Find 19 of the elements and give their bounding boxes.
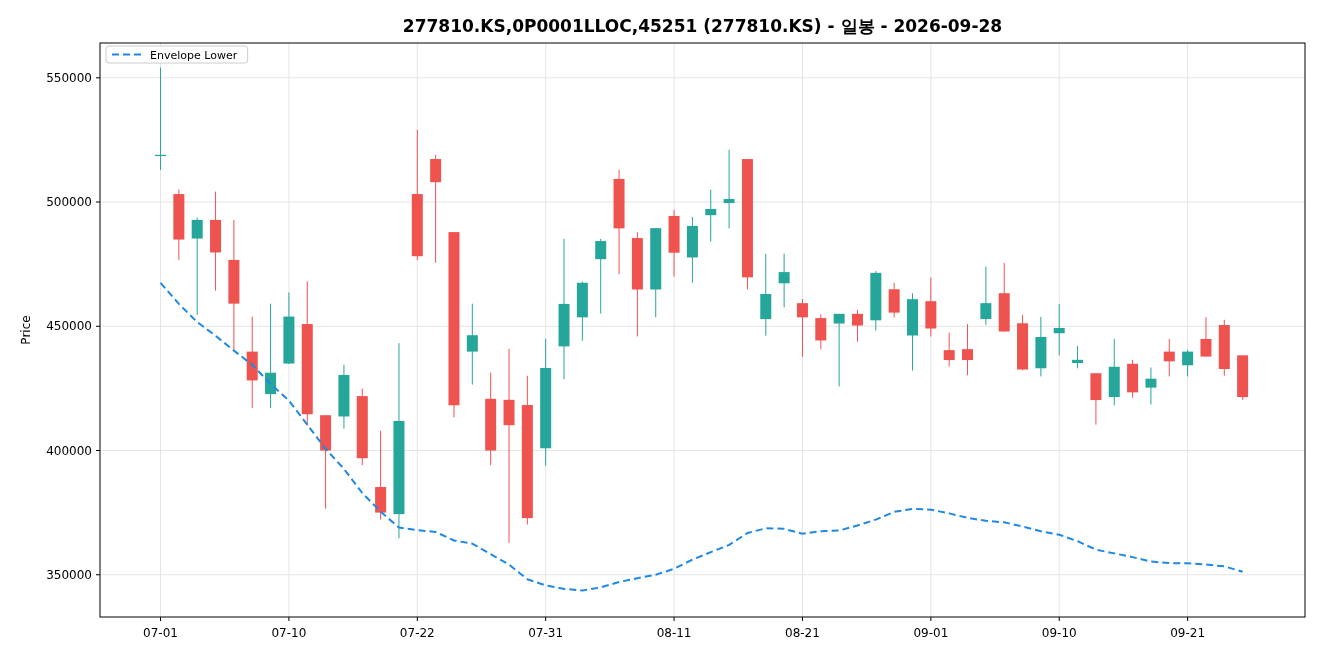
x-tick-label: 09-10 — [1041, 626, 1077, 640]
y-tick-label: 400000 — [46, 443, 92, 458]
x-tick-label: 07-10 — [271, 626, 307, 640]
y-tick-label: 550000 — [46, 70, 92, 85]
x-tick-label: 08-21 — [785, 626, 820, 640]
x-tick-label: 07-31 — [528, 626, 564, 640]
legend-label: Envelope Lower — [150, 48, 238, 62]
x-tick-label: 07-01 — [143, 626, 178, 640]
y-tick-label: 450000 — [46, 319, 92, 334]
x-tick-label: 09-21 — [1170, 626, 1206, 640]
y-tick-label: 350000 — [46, 567, 92, 582]
y-axis-title: Price — [19, 315, 33, 345]
legend: Envelope Lower — [105, 45, 249, 64]
x-tick-label: 08-11 — [656, 626, 692, 640]
chart-title: 277810.KS,0P0001LLOC,45251 (277810.KS) - 일봉 - 2026-09-28 — [402, 16, 1003, 36]
x-tick-label: 07-22 — [399, 626, 435, 640]
line-series — [159, 281, 1244, 592]
y-tick-label: 500000 — [46, 195, 92, 210]
x-tick-label: 09-01 — [913, 626, 949, 640]
